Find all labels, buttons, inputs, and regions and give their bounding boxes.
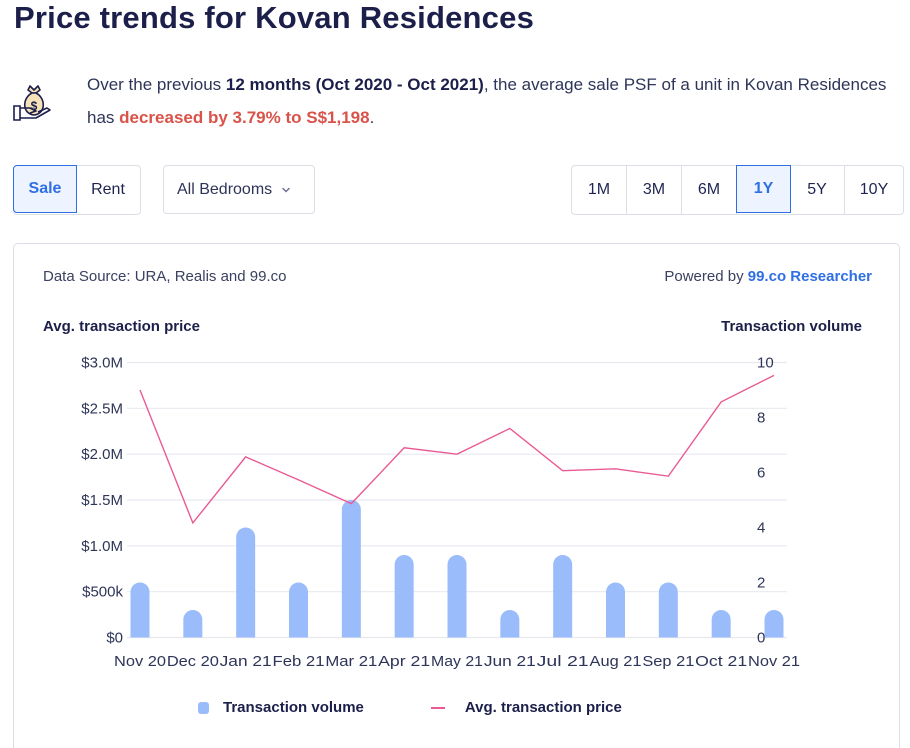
volume-bar bbox=[130, 582, 150, 638]
x-tick-label: Jan 21 bbox=[220, 653, 272, 670]
right-tick-label: 0 bbox=[757, 630, 765, 647]
range-selector: 1M 3M 6M 1Y 5Y 10Y bbox=[571, 165, 904, 215]
range-1m-button[interactable]: 1M bbox=[572, 166, 627, 214]
bedrooms-label: All Bedrooms bbox=[177, 180, 273, 198]
range-6m-button[interactable]: 6M bbox=[682, 166, 737, 214]
data-source: Data Source: URA, Realis and 99.co bbox=[43, 268, 287, 285]
svg-text:$: $ bbox=[31, 99, 38, 113]
summary-text: , the average sale PSF of a unit in Kova… bbox=[87, 75, 887, 127]
price-volume-chart: $0 $500k $1.0M $1.5M $2.0M $2.5M $3.0M 0 2 4 6 8 10… bbox=[81, 355, 800, 671]
price-line-path bbox=[139, 374, 775, 525]
x-tick-label: Dec 20 bbox=[167, 653, 219, 670]
left-tick-label: $2.5M bbox=[81, 400, 123, 417]
volume-bar bbox=[447, 555, 467, 638]
left-axis-ticks: $0 $500k $1.0M $1.5M $2.0M $2.5M $3.0M bbox=[81, 355, 123, 647]
summary-change: decreased by 3.79% to S$1,198 bbox=[119, 108, 370, 127]
powered-prefix: Powered by bbox=[664, 268, 748, 285]
x-tick-label: May 21 bbox=[431, 653, 483, 670]
legend-line-swatch bbox=[430, 706, 445, 709]
left-tick-label: $3.0M bbox=[81, 355, 123, 372]
x-tick-label: Sep 21 bbox=[642, 653, 694, 670]
chart-legend: Transaction volume Avg. transaction pric… bbox=[198, 699, 622, 716]
x-tick-label: Aug 21 bbox=[590, 653, 642, 670]
volume-bar bbox=[183, 610, 203, 638]
x-tick-label: Jun 21 bbox=[484, 653, 536, 670]
right-axis-ticks: 0 2 4 6 8 10 bbox=[757, 355, 774, 647]
x-tick-label: Mar 21 bbox=[325, 653, 377, 670]
money-bag-hand-icon: $ bbox=[13, 85, 51, 121]
x-tick-label: Apr 21 bbox=[378, 653, 430, 670]
x-tick-label: Oct 21 bbox=[695, 653, 747, 670]
volume-bar bbox=[606, 582, 625, 638]
volume-bar bbox=[711, 610, 731, 638]
right-tick-label: 8 bbox=[757, 410, 765, 427]
price-summary: Over the previous 12 months (Oct 2020 - … bbox=[87, 68, 897, 134]
summary-period: 12 months (Oct 2020 - Oct 2021) bbox=[225, 75, 484, 94]
right-axis-title: Transaction volume bbox=[721, 318, 862, 335]
range-5y-button[interactable]: 5Y bbox=[790, 166, 845, 214]
summary-text: . bbox=[369, 108, 375, 127]
sale-rent-toggle: Sale Rent bbox=[13, 165, 141, 215]
right-tick-label: 2 bbox=[757, 575, 765, 592]
rent-button[interactable]: Rent bbox=[91, 181, 125, 198]
volume-bar bbox=[500, 610, 520, 638]
right-tick-label: 6 bbox=[757, 465, 765, 482]
x-axis-ticks: Nov 20 Dec 20 Jan 21 Feb 21 Mar 21 Apr 21 May … bbox=[114, 653, 800, 670]
chevron-down-icon bbox=[282, 187, 290, 193]
volume-bar bbox=[764, 610, 784, 638]
sale-button[interactable]: Sale bbox=[13, 165, 77, 213]
volume-bar bbox=[658, 582, 678, 638]
volume-bars bbox=[130, 500, 784, 638]
legend-bar-swatch bbox=[198, 701, 209, 714]
volume-bar bbox=[553, 555, 573, 638]
volume-bar bbox=[236, 527, 256, 638]
page-title: Price trends for Kovan Residences bbox=[14, 0, 535, 35]
left-tick-label: $500k bbox=[82, 584, 123, 601]
x-tick-label: Feb 21 bbox=[273, 653, 325, 670]
range-1y-button[interactable]: 1Y bbox=[736, 165, 791, 213]
left-tick-label: $2.0M bbox=[81, 446, 123, 463]
right-tick-label: 4 bbox=[757, 520, 765, 537]
volume-bar bbox=[289, 582, 308, 638]
powered-by: Powered by 99.co Researcher bbox=[664, 268, 872, 285]
volume-bar bbox=[394, 555, 414, 638]
legend-price[interactable]: Avg. transaction price bbox=[464, 699, 622, 716]
researcher-link[interactable]: 99.co Researcher bbox=[747, 268, 872, 285]
left-tick-label: $0 bbox=[106, 630, 123, 647]
left-tick-label: $1.0M bbox=[81, 538, 123, 555]
right-tick-label: 10 bbox=[757, 355, 774, 372]
x-tick-label: Nov 21 bbox=[748, 653, 800, 670]
legend-volume[interactable]: Transaction volume bbox=[223, 699, 364, 716]
x-tick-label: Jul 21 bbox=[537, 653, 589, 670]
price-line bbox=[139, 374, 775, 525]
left-axis-title: Avg. transaction price bbox=[43, 318, 200, 335]
range-10y-button[interactable]: 10Y bbox=[859, 181, 889, 198]
chart-card bbox=[13, 243, 900, 748]
summary-text: Over the previous bbox=[87, 75, 226, 94]
x-tick-label: Nov 20 bbox=[114, 653, 166, 670]
volume-bar bbox=[341, 500, 361, 638]
range-3m-button[interactable]: 3M bbox=[627, 166, 682, 214]
left-tick-label: $1.5M bbox=[81, 492, 123, 509]
bedrooms-dropdown[interactable]: All Bedrooms bbox=[163, 165, 315, 214]
